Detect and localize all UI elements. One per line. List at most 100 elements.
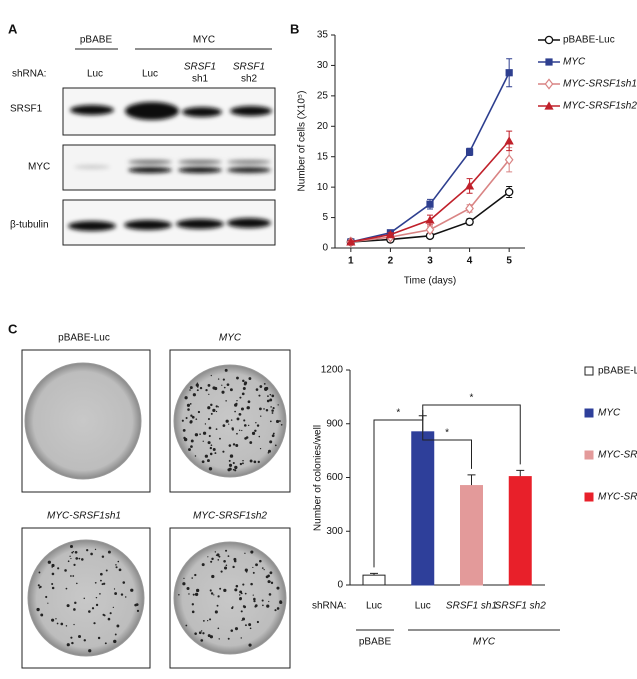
colony <box>236 432 238 435</box>
colony <box>261 567 264 569</box>
colony <box>275 419 280 424</box>
colony <box>118 568 122 572</box>
colony <box>47 560 51 564</box>
colony <box>212 386 216 390</box>
colony <box>189 403 192 405</box>
colony <box>222 424 226 427</box>
colony <box>214 452 217 455</box>
colony <box>202 431 207 435</box>
colony <box>245 571 248 573</box>
colony <box>269 393 272 396</box>
colony <box>217 406 219 408</box>
colony <box>277 404 279 406</box>
marker <box>504 136 514 145</box>
colony <box>223 588 227 593</box>
colony <box>222 450 225 453</box>
colony <box>242 459 244 462</box>
colony <box>227 637 230 640</box>
colony <box>195 418 198 420</box>
colony <box>107 617 111 621</box>
colony <box>196 389 199 392</box>
colony <box>189 420 193 424</box>
photo-label: MYC-SRSF1sh1 <box>47 511 121 522</box>
colony <box>232 565 235 569</box>
colony <box>208 434 211 438</box>
colony <box>78 557 81 560</box>
colony <box>239 396 242 399</box>
colony <box>204 423 207 425</box>
colony <box>241 617 246 621</box>
colony <box>219 437 221 440</box>
colony <box>36 607 40 612</box>
colony <box>117 560 120 563</box>
colony <box>257 460 260 464</box>
x-tick-label: 2 <box>388 256 394 267</box>
colony <box>259 385 263 388</box>
colony <box>258 435 261 438</box>
colony <box>207 441 211 445</box>
significance-star: * <box>445 428 449 439</box>
colony <box>240 637 242 639</box>
colony <box>185 417 188 420</box>
colony <box>202 619 205 622</box>
marker <box>425 215 435 224</box>
colony <box>241 392 245 396</box>
colony <box>228 423 230 425</box>
colony <box>235 443 239 447</box>
colony <box>191 610 195 614</box>
colony <box>234 469 237 472</box>
colony <box>209 618 212 621</box>
colony <box>271 409 274 412</box>
colony <box>95 603 99 607</box>
colony <box>274 609 277 612</box>
colony <box>234 588 238 592</box>
colony <box>57 567 60 570</box>
colony <box>192 393 196 397</box>
y-tick-label: 35 <box>317 30 329 41</box>
colony <box>242 462 244 465</box>
marker <box>545 58 553 66</box>
blot-label: β-tubulin <box>10 220 49 231</box>
colony <box>254 605 257 608</box>
blot-label: SRSF1 <box>10 104 43 115</box>
colony <box>191 415 195 419</box>
colony <box>207 383 211 387</box>
y-tick-label: 20 <box>317 121 329 132</box>
blot-label: MYC <box>28 162 50 173</box>
colony <box>198 631 202 635</box>
colony <box>69 544 74 549</box>
colony <box>194 573 197 577</box>
colony <box>261 599 264 602</box>
bar <box>362 574 386 586</box>
colony <box>210 412 213 415</box>
colony <box>51 586 55 590</box>
colony <box>207 619 209 622</box>
colony <box>222 378 225 381</box>
group-label: pBABE <box>359 637 392 648</box>
colony <box>215 410 218 413</box>
colony <box>210 374 212 377</box>
colony <box>188 448 191 452</box>
colony <box>234 403 238 407</box>
colony <box>254 429 257 433</box>
colony <box>264 387 268 391</box>
y-tick-label: 15 <box>317 151 329 162</box>
legend-swatch <box>584 408 594 418</box>
panel-letter: C <box>8 321 18 336</box>
colony <box>116 624 120 628</box>
colony <box>230 629 234 632</box>
y-tick-label: 10 <box>317 182 329 193</box>
colony <box>263 568 265 571</box>
colony <box>65 587 68 590</box>
colony <box>244 381 248 385</box>
colony <box>195 588 200 593</box>
colony <box>252 566 254 569</box>
group-label: pBABE <box>80 35 113 46</box>
colony <box>271 434 275 438</box>
y-axis-title: Number of colonies/well <box>313 425 324 531</box>
colony <box>274 444 277 447</box>
colony <box>234 410 236 413</box>
lane-label: Luc <box>142 69 158 80</box>
colony <box>194 433 199 437</box>
colony <box>188 593 190 595</box>
